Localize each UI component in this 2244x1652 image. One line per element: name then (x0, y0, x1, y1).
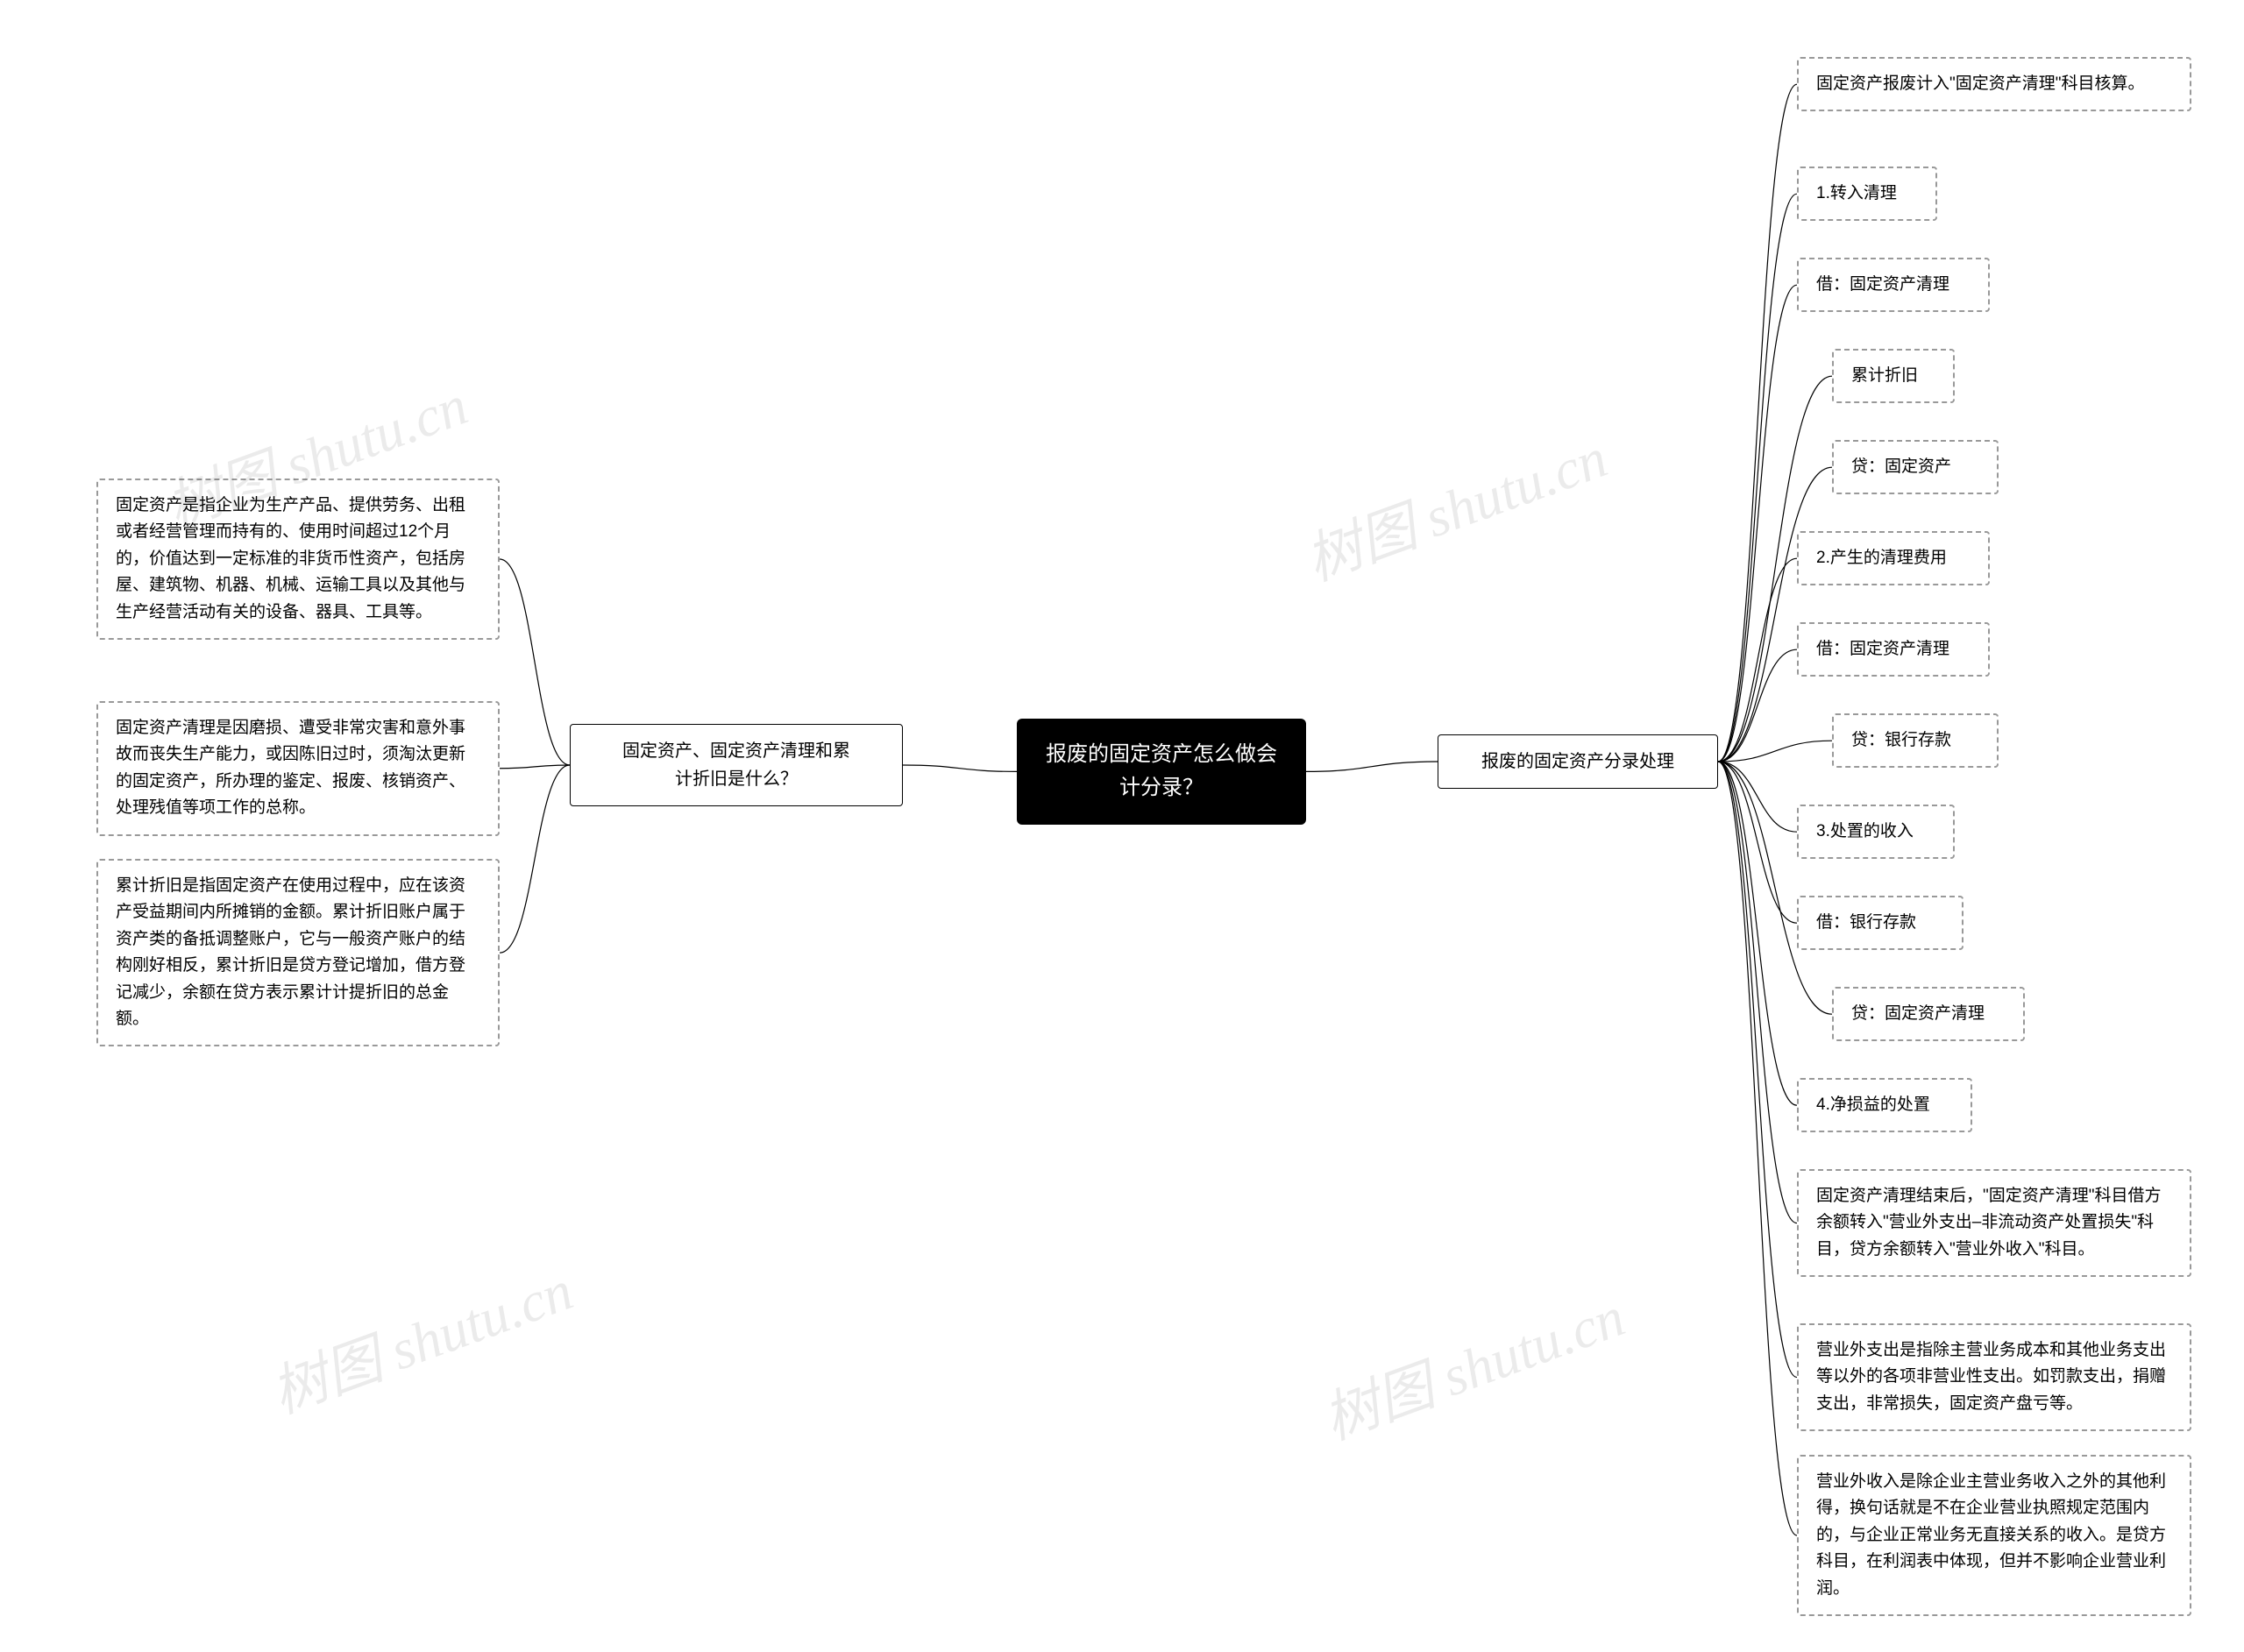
right-leaf: 固定资产报废计入"固定资产清理"科目核算。 (1797, 57, 2191, 111)
right-leaf: 4.净损益的处置 (1797, 1078, 1972, 1132)
watermark: 树图 shutu.cn (1293, 413, 1616, 596)
watermark: 树图 shutu.cn (1310, 1272, 1634, 1455)
right-leaf: 1.转入清理 (1797, 167, 1937, 221)
root-node: 报废的固定资产怎么做会 计分录？ (1017, 719, 1306, 825)
right-leaf: 营业外支出是指除主营业务成本和其他业务支出等以外的各项非营业性支出。如罚款支出，… (1797, 1323, 2191, 1431)
right-branch: 报废的固定资产分录处理 (1438, 734, 1718, 789)
right-leaf: 贷：银行存款 (1832, 713, 1999, 768)
right-leaf: 借：银行存款 (1797, 896, 1964, 950)
right-leaf: 3.处置的收入 (1797, 805, 1955, 859)
right-leaf: 营业外收入是除企业主营业务收入之外的其他利得，换句话就是不在企业营业执照规定范围… (1797, 1455, 2191, 1616)
right-leaf: 累计折旧 (1832, 349, 1955, 403)
left-branch: 固定资产、固定资产清理和累 计折旧是什么？ (570, 724, 903, 806)
right-leaf: 贷：固定资产清理 (1832, 987, 2025, 1041)
right-leaf: 固定资产清理结束后，"固定资产清理"科目借方余额转入"营业外支出–非流动资产处置… (1797, 1169, 2191, 1277)
left-leaf: 固定资产清理是因磨损、遭受非常灾害和意外事故而丧失生产能力，或因陈旧过时，须淘汰… (96, 701, 500, 836)
watermark: 树图 shutu.cn (259, 1245, 582, 1429)
left-leaf: 累计折旧是指固定资产在使用过程中，应在该资产受益期间内所摊销的金额。累计折旧账户… (96, 859, 500, 1046)
left-leaf: 固定资产是指企业为生产产品、提供劳务、出租或者经营管理而持有的、使用时间超过12… (96, 479, 500, 640)
right-leaf: 贷：固定资产 (1832, 440, 1999, 494)
right-leaf: 借：固定资产清理 (1797, 258, 1990, 312)
right-leaf: 借：固定资产清理 (1797, 622, 1990, 677)
right-leaf: 2.产生的清理费用 (1797, 531, 1990, 585)
